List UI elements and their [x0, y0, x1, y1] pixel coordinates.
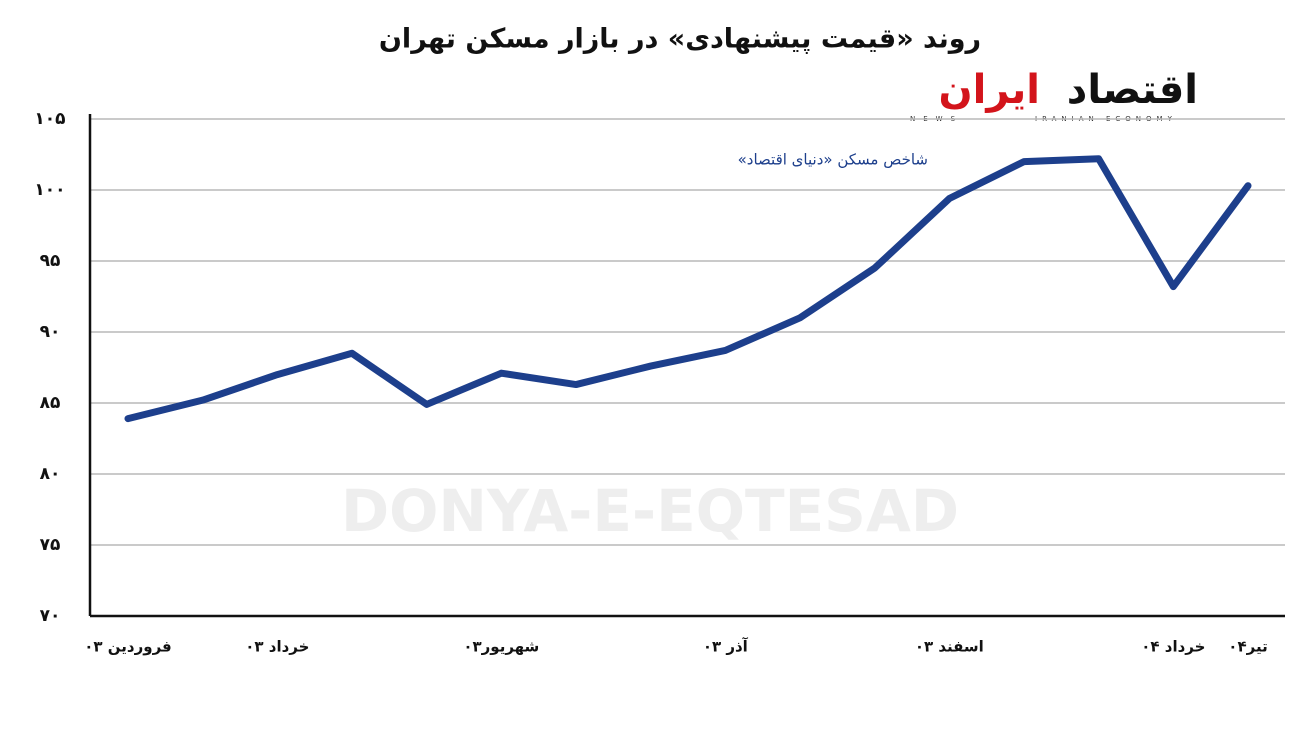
- logo-accent: ایران: [939, 67, 1040, 113]
- x-tick-label: آذر ۰۳: [703, 638, 749, 656]
- x-tick-label: تیر۰۴: [1228, 638, 1267, 656]
- x-tick-label: شهریور۰۳: [463, 638, 539, 656]
- legend-label: شاخص مسکن «دنیای اقتصاد»: [738, 151, 928, 169]
- y-tick-label: ۸۰: [40, 464, 61, 484]
- x-tick-label: خرداد ۰۳: [245, 638, 309, 656]
- chart-title: روند «قیمت پیشنهادی» در بازار مسکن تهران: [379, 24, 981, 55]
- series-line: [124, 155, 1252, 423]
- y-tick-label: ۹۰: [40, 322, 61, 342]
- y-tick-label: ۸۵: [40, 393, 61, 413]
- y-tick-label: ۷۰: [40, 606, 61, 626]
- y-tick-label: ۱۰۵: [34, 109, 65, 129]
- y-tick-label: ۱۰۰: [34, 180, 65, 200]
- x-tick-label: خرداد ۰۴: [1141, 638, 1205, 656]
- watermark: DONYA-E-EQTESAD: [341, 477, 959, 545]
- x-tick-label: اسفند ۰۳: [915, 638, 984, 656]
- x-tick-label: فروردین ۰۳: [84, 638, 171, 656]
- y-tick-label: ۷۵: [40, 535, 61, 555]
- y-tick-label: ۹۵: [40, 251, 61, 271]
- logo-main: اقتصاد: [1067, 67, 1198, 113]
